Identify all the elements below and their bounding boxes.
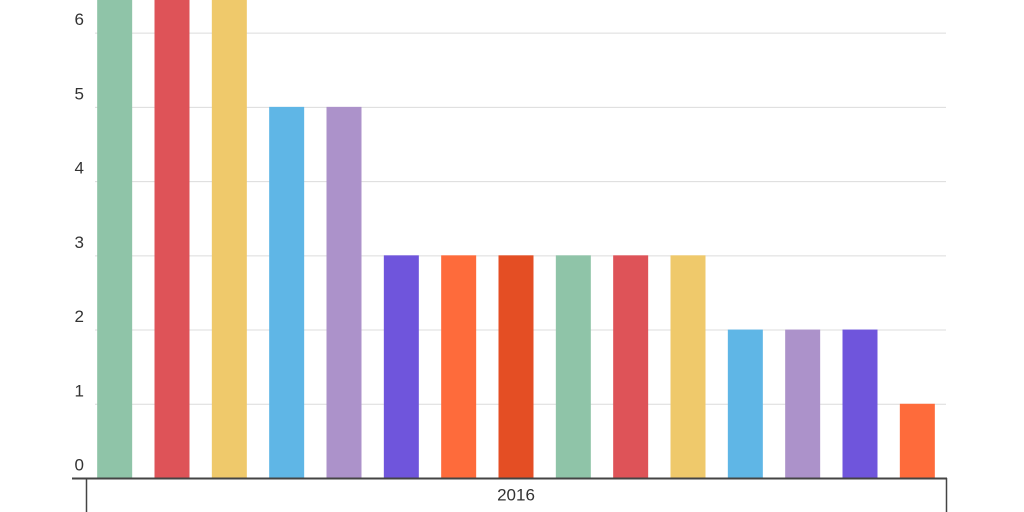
group-label: 2016	[497, 485, 535, 504]
bar	[154, 0, 190, 478]
bar	[498, 255, 534, 478]
y-tick-label: 2	[75, 307, 84, 326]
bar	[670, 255, 706, 478]
y-tick-label: 6	[75, 10, 84, 29]
bar	[842, 329, 878, 478]
bar	[785, 329, 821, 478]
y-tick-label: 0	[75, 455, 84, 474]
bar	[97, 0, 133, 478]
bar	[269, 106, 305, 478]
y-tick-label: 1	[75, 381, 84, 400]
bar	[613, 255, 649, 478]
y-tick-label: 5	[75, 84, 84, 103]
bar	[441, 255, 477, 478]
bar	[555, 255, 591, 478]
y-tick-label: 3	[75, 233, 84, 252]
bars	[97, 0, 935, 478]
bar	[326, 106, 362, 478]
bar	[211, 0, 247, 478]
bar	[727, 329, 763, 478]
y-tick-label: 4	[75, 159, 84, 178]
bar	[383, 255, 419, 478]
bar	[899, 403, 935, 478]
